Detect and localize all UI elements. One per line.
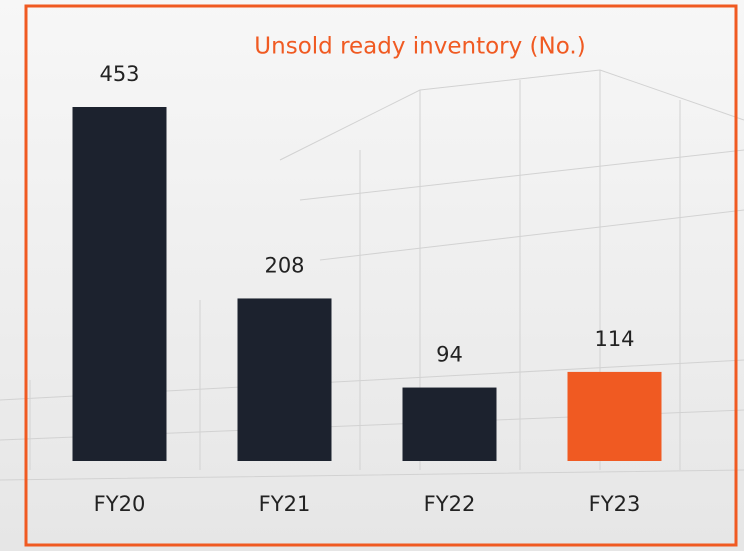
value-label: 208 xyxy=(264,253,304,277)
x-tick-label: FY21 xyxy=(259,492,311,516)
bar xyxy=(402,387,497,461)
x-tick-label: FY20 xyxy=(94,492,146,516)
frame xyxy=(24,4,738,547)
x-tick-label: FY22 xyxy=(424,492,476,516)
x-tick-label: FY23 xyxy=(589,492,641,516)
value-label: 114 xyxy=(594,327,634,351)
bar xyxy=(237,298,332,461)
background-sketch xyxy=(0,69,744,481)
bar xyxy=(72,107,167,461)
bar xyxy=(567,371,662,461)
value-label: 94 xyxy=(436,343,463,367)
chart-title: Unsold ready inventory (No.) xyxy=(254,34,585,60)
value-label: 453 xyxy=(99,62,139,86)
